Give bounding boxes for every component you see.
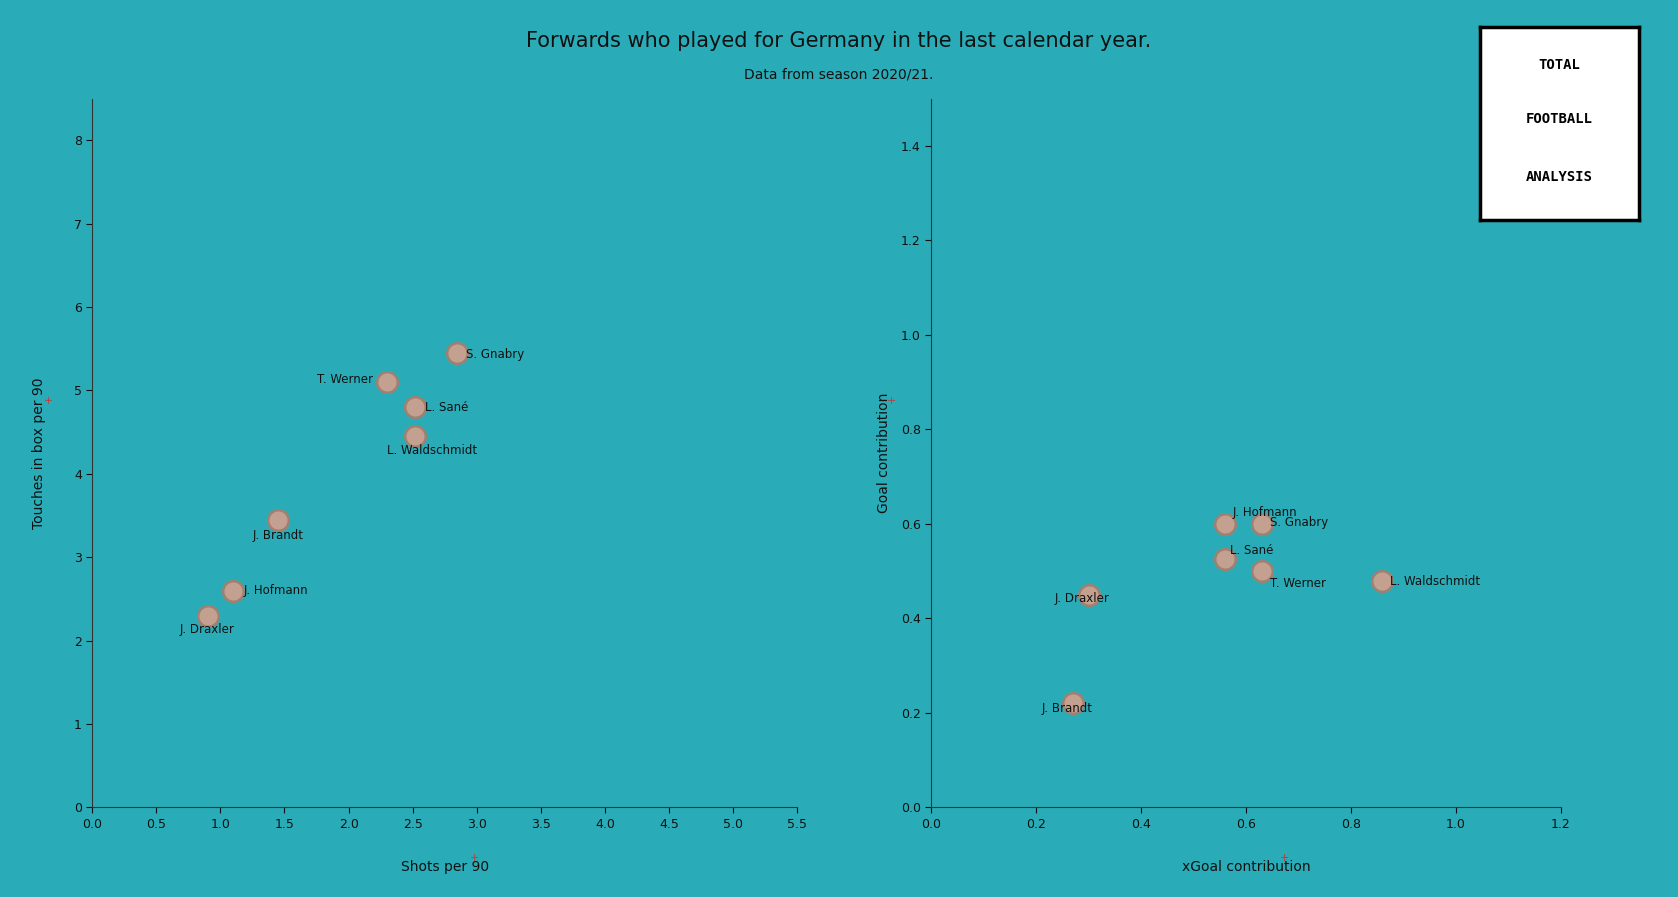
Point — [1369, 573, 1396, 588]
Text: +: + — [44, 394, 54, 404]
Text: T. Werner: T. Werner — [317, 373, 373, 387]
Text: L. Waldschmidt: L. Waldschmidt — [388, 444, 477, 457]
Text: TOTAL: TOTAL — [1539, 58, 1581, 73]
Point — [445, 345, 472, 360]
Text: J. Draxler: J. Draxler — [1054, 592, 1109, 605]
Point — [1076, 588, 1102, 602]
Text: ANALYSIS: ANALYSIS — [1527, 170, 1592, 185]
Text: S. Gnabry: S. Gnabry — [1270, 516, 1327, 528]
Text: FOOTBALL: FOOTBALL — [1527, 112, 1592, 126]
Text: Touches in box per 90: Touches in box per 90 — [32, 378, 47, 528]
Text: Goal contribution: Goal contribution — [878, 393, 891, 513]
Point — [220, 583, 247, 597]
Text: J. Brandt: J. Brandt — [252, 529, 304, 542]
Point — [1248, 517, 1275, 531]
Point — [1059, 696, 1086, 710]
Point — [374, 375, 401, 389]
Point — [1248, 564, 1275, 579]
Text: T. Werner: T. Werner — [1270, 577, 1326, 590]
Text: J. Hofmann: J. Hofmann — [1233, 506, 1297, 519]
Text: +: + — [470, 853, 480, 863]
Text: +: + — [1280, 853, 1289, 863]
Text: Data from season 2020/21.: Data from season 2020/21. — [745, 67, 933, 82]
Text: J. Brandt: J. Brandt — [1042, 702, 1092, 715]
Text: xGoal contribution: xGoal contribution — [1181, 860, 1311, 875]
Text: +: + — [888, 394, 898, 404]
Point — [401, 400, 428, 414]
Text: Shots per 90: Shots per 90 — [401, 860, 488, 875]
Text: L. Waldschmidt: L. Waldschmidt — [1389, 575, 1480, 588]
Text: Forwards who played for Germany in the last calendar year.: Forwards who played for Germany in the l… — [527, 31, 1151, 51]
Text: J. Draxler: J. Draxler — [180, 623, 235, 636]
Point — [265, 512, 292, 527]
Text: L. Sané: L. Sané — [426, 401, 468, 414]
Text: J. Hofmann: J. Hofmann — [243, 584, 309, 597]
Point — [195, 608, 221, 623]
Point — [1212, 517, 1238, 531]
Point — [1212, 552, 1238, 567]
Text: L. Sané: L. Sané — [1230, 544, 1274, 557]
Text: S. Gnabry: S. Gnabry — [466, 348, 525, 361]
Point — [401, 429, 428, 443]
